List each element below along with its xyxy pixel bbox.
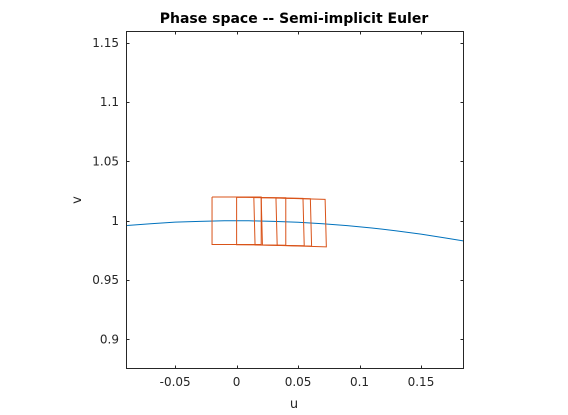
axes-frame <box>126 31 464 369</box>
y-tick-label: 0.9 <box>100 332 119 346</box>
x-tick-label: 0.1 <box>350 375 369 389</box>
y-tick-label: 1.1 <box>100 95 119 109</box>
y-tick-label: 0.95 <box>92 273 119 287</box>
plot-content <box>126 196 464 248</box>
y-axis-label: v <box>70 196 85 204</box>
x-tick-label: 0.15 <box>408 375 435 389</box>
ticks: -0.05 0 0.05 0.1 0.15 0.9 0.95 1 1.05 1.1 1.15 <box>92 31 464 389</box>
phase-area-box-5 <box>275 197 327 248</box>
y-tick-label: 1.05 <box>92 154 119 168</box>
x-tick-label: 0.05 <box>285 375 312 389</box>
y-tick-label: 1 <box>111 214 119 228</box>
chart-title: Phase space -- Semi-implicit Euler <box>160 11 429 27</box>
x-axis-label: u <box>290 397 298 412</box>
plot-area <box>126 31 464 369</box>
x-tick-label: -0.05 <box>160 375 191 389</box>
y-tick-label: 1.15 <box>92 36 119 50</box>
x-tick-label: 0 <box>233 375 241 389</box>
axes-box <box>126 31 464 369</box>
